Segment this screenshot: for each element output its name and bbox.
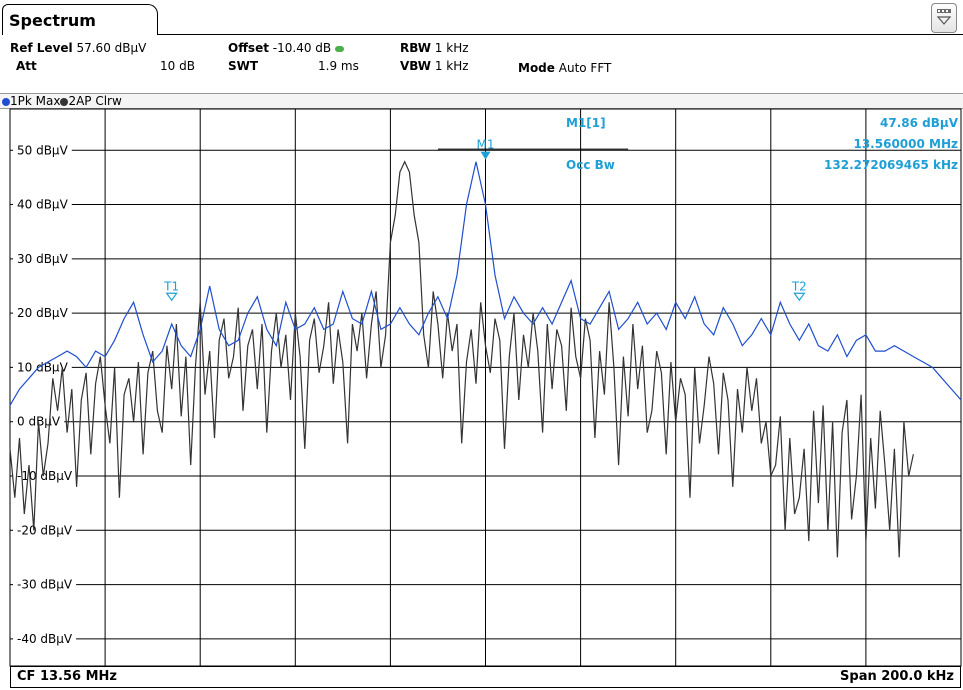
att-label: Att <box>16 59 37 73</box>
marker-readout-name: M1[1] <box>566 116 606 130</box>
occ-bw-label: Occ Bw <box>566 158 615 172</box>
y-tick-label: 50 dBµV <box>17 143 69 157</box>
traces <box>9 160 962 558</box>
rbw-setting[interactable]: RBW 1 kHz <box>400 41 469 55</box>
plot-grid <box>10 109 961 666</box>
y-tick-label: 40 dBµV <box>17 198 69 212</box>
att-value: 10 dB <box>160 59 195 73</box>
y-tick-label-bg <box>13 305 72 321</box>
marker-t2-label: T2 <box>791 279 807 293</box>
menu-icon <box>936 9 952 25</box>
marker-t2-icon <box>793 292 806 302</box>
y-tick-label: 20 dBµV <box>17 306 69 320</box>
marker-t1-icon <box>165 292 178 302</box>
vbw-setting[interactable]: VBW 1 kHz <box>400 59 469 73</box>
y-tick-label: 30 dBµV <box>17 252 69 266</box>
trace-line <box>9 160 914 558</box>
y-tick-label-bg <box>13 413 65 429</box>
trace-2-dot-icon <box>60 97 69 106</box>
y-tick-label-bg <box>13 576 77 592</box>
marker-readout-level: 47.86 dBµV <box>880 116 959 130</box>
center-frequency[interactable]: CF 13.56 MHz <box>17 669 117 684</box>
ref-level-setting[interactable]: Ref Level 57.60 dBµV <box>10 41 146 55</box>
marker-layer: M1 T1 T2 <box>163 138 807 302</box>
tab-title: Spectrum <box>9 11 96 30</box>
y-tick-label: -30 dBµV <box>17 578 73 592</box>
y-tick-label: -10 dBµV <box>17 469 73 483</box>
rbw-label: RBW <box>400 41 431 55</box>
ref-level-label: Ref Level <box>10 41 73 55</box>
trace-2-label[interactable]: 2AP Clrw <box>68 94 122 108</box>
y-tick-label-bg <box>13 142 72 158</box>
span-value[interactable]: Span 200.0 kHz <box>840 669 954 684</box>
offset-value: -10.40 dB <box>272 41 332 55</box>
y-tick-label: 10 dBµV <box>17 360 69 374</box>
marker-m1-label: M1 <box>477 138 495 152</box>
marker-m1-icon <box>480 151 491 160</box>
vbw-label: VBW <box>400 59 432 73</box>
y-tick-label-bg <box>13 196 72 212</box>
trace-line <box>9 161 962 406</box>
offset-label: Offset <box>228 41 269 55</box>
plot-footer: CF 13.56 MHz Span 200.0 kHz <box>10 666 961 688</box>
y-tick-label: -20 dBµV <box>17 523 73 537</box>
marker-t1-label: T1 <box>163 279 179 293</box>
trace-1-label[interactable]: 1Pk Max <box>10 94 61 108</box>
y-tick-label-bg <box>13 630 77 646</box>
mode-setting[interactable]: Mode Auto FFT <box>518 61 611 75</box>
y-tick-label-bg <box>13 250 72 266</box>
swt-value[interactable]: 1.9 ms <box>318 59 359 73</box>
swt-label: SWT <box>228 59 259 73</box>
offset-setting[interactable]: Offset -10.40 dB <box>228 41 344 55</box>
trace-1-dot-icon <box>2 97 10 106</box>
att-setting[interactable]: Att <box>16 59 37 73</box>
marker-readout-freq: 13.560000 MHz <box>853 137 958 151</box>
occ-bw-value: 132.272069465 kHz <box>824 158 958 172</box>
mode-label: Mode <box>518 61 555 75</box>
vbw-value: 1 kHz <box>434 59 469 73</box>
tab-divider <box>157 34 963 35</box>
status-led-icon <box>334 45 344 52</box>
y-tick-label-bg <box>13 522 77 538</box>
ref-level-value: 57.60 dBµV <box>76 41 147 55</box>
rbw-value: 1 kHz <box>434 41 469 55</box>
tab-spectrum[interactable]: Spectrum <box>2 4 158 35</box>
y-tick-label: -40 dBµV <box>17 632 73 646</box>
mode-value: Auto FFT <box>558 61 612 75</box>
y-tick-label-bg <box>13 359 72 375</box>
window-menu-button[interactable] <box>931 3 957 33</box>
